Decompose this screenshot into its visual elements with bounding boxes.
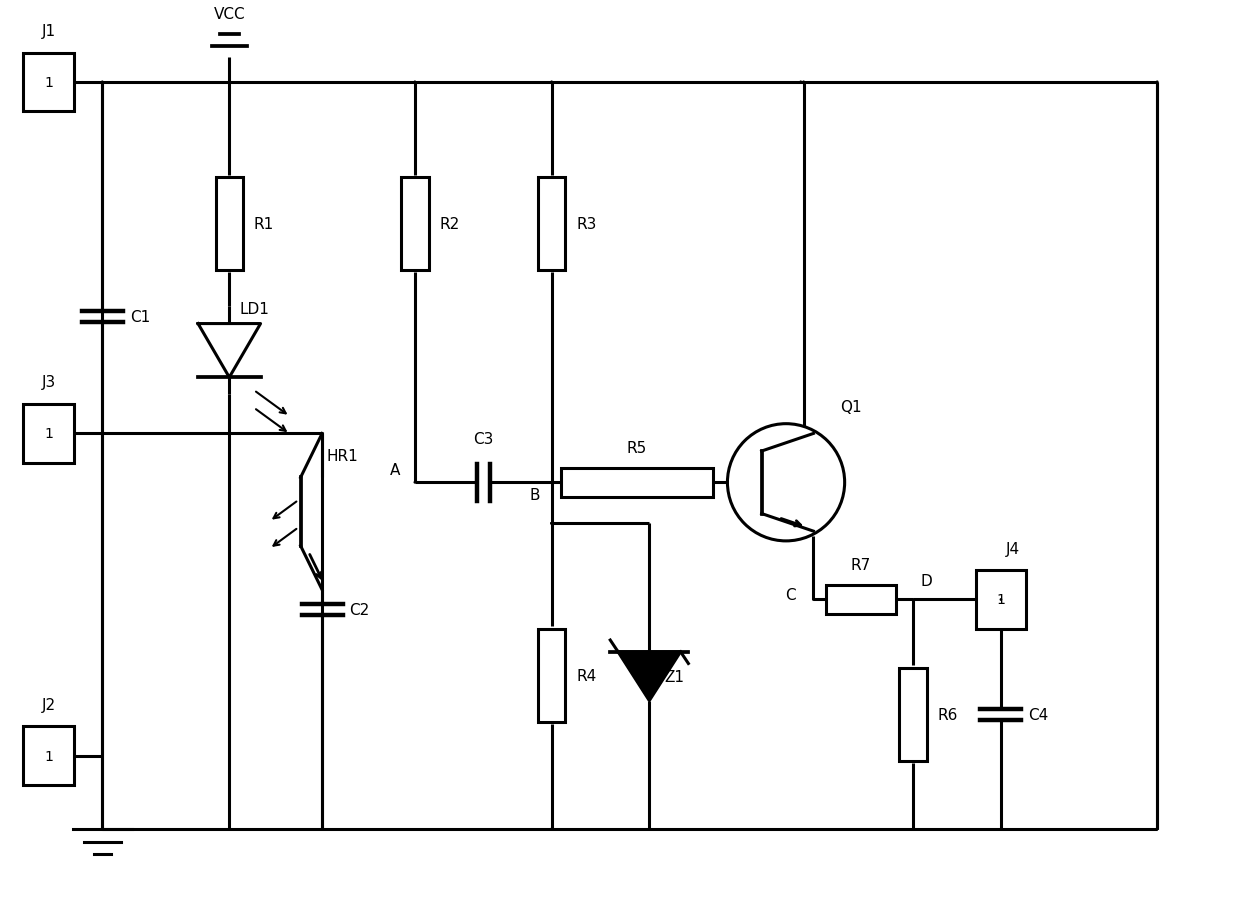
Text: R4: R4 <box>577 668 596 683</box>
Circle shape <box>102 755 103 756</box>
Text: Q1: Q1 <box>839 400 862 414</box>
Circle shape <box>551 523 552 525</box>
Circle shape <box>1001 828 1002 830</box>
Bar <box>826 585 897 615</box>
Circle shape <box>728 425 844 541</box>
Text: 1: 1 <box>45 427 53 441</box>
Bar <box>24 404 74 463</box>
Text: HR1: HR1 <box>327 448 358 463</box>
Circle shape <box>228 82 229 84</box>
Circle shape <box>1157 828 1158 830</box>
Circle shape <box>913 599 914 600</box>
Text: Z1: Z1 <box>663 669 684 684</box>
Text: R7: R7 <box>851 558 870 573</box>
Circle shape <box>414 482 415 483</box>
Circle shape <box>551 828 552 830</box>
Bar <box>24 53 74 112</box>
Circle shape <box>649 828 650 830</box>
Circle shape <box>321 433 322 435</box>
Text: C3: C3 <box>474 432 494 447</box>
Text: J1: J1 <box>41 24 56 39</box>
Text: 1: 1 <box>997 593 1006 607</box>
Circle shape <box>551 82 552 84</box>
Bar <box>538 630 565 721</box>
Circle shape <box>414 82 415 84</box>
Circle shape <box>551 828 552 830</box>
Bar <box>216 178 243 270</box>
Circle shape <box>649 828 650 830</box>
Circle shape <box>102 828 103 830</box>
Text: R2: R2 <box>439 217 460 232</box>
Bar <box>24 727 74 785</box>
Circle shape <box>800 82 801 84</box>
Text: A: A <box>389 463 401 478</box>
Text: R5: R5 <box>627 440 647 456</box>
Circle shape <box>551 523 552 525</box>
Text: B: B <box>529 488 539 503</box>
Circle shape <box>102 828 103 830</box>
Text: R6: R6 <box>937 707 957 722</box>
Text: C1: C1 <box>130 310 150 324</box>
Text: 1: 1 <box>45 75 53 90</box>
Text: LD1: LD1 <box>239 301 269 316</box>
Bar <box>899 668 926 761</box>
Bar <box>976 571 1027 630</box>
Text: VCC: VCC <box>213 7 246 22</box>
Circle shape <box>1157 828 1158 830</box>
Text: D: D <box>921 573 932 588</box>
Circle shape <box>913 828 914 830</box>
Circle shape <box>1001 599 1002 600</box>
Text: C4: C4 <box>1028 707 1049 722</box>
Circle shape <box>551 482 552 483</box>
Bar <box>538 178 565 270</box>
Text: J2: J2 <box>41 698 56 712</box>
Polygon shape <box>618 652 681 701</box>
Text: C: C <box>785 587 796 603</box>
Text: R3: R3 <box>577 217 596 232</box>
Circle shape <box>321 828 322 830</box>
Circle shape <box>321 433 322 435</box>
Text: C2: C2 <box>350 602 370 617</box>
Circle shape <box>1157 82 1158 84</box>
Circle shape <box>804 82 805 84</box>
Circle shape <box>102 82 103 84</box>
Text: J4: J4 <box>1006 541 1021 556</box>
Text: 1: 1 <box>45 749 53 763</box>
Text: J3: J3 <box>41 375 56 390</box>
Circle shape <box>551 523 552 525</box>
Bar <box>562 468 713 497</box>
Bar <box>402 178 429 270</box>
Circle shape <box>812 599 815 600</box>
Circle shape <box>228 828 229 830</box>
Circle shape <box>228 828 229 830</box>
Circle shape <box>102 433 103 435</box>
Text: R1: R1 <box>254 217 274 232</box>
Circle shape <box>321 828 322 830</box>
